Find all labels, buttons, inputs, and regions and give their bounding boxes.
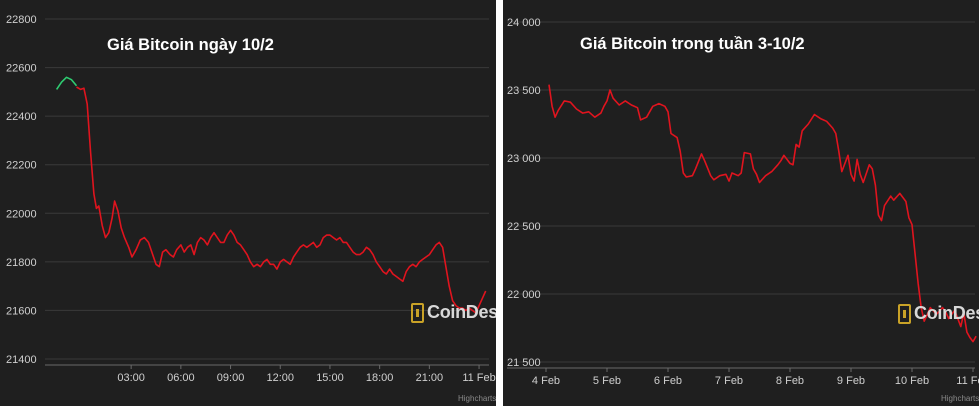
y-tick-label: 22000	[6, 208, 37, 220]
x-tick-label: 09:00	[217, 372, 245, 384]
coindesk-logo: CoinDesk	[411, 302, 508, 323]
y-tick-label: 21800	[6, 257, 37, 269]
price-line-series-0	[548, 84, 977, 343]
y-tick-label: 22 000	[507, 289, 541, 301]
price-line-series-1	[76, 86, 487, 314]
y-tick-label: 21 500	[507, 357, 541, 369]
coindesk-logo-icon-weekly	[898, 303, 911, 324]
x-tick-label: 12:00	[266, 372, 294, 384]
chart-panel-daily: 21400 21600 21800 22000 22200 22400 22600 22800…	[0, 0, 514, 406]
y-tick-label: 22400	[6, 111, 37, 123]
highcharts-credit: Highcharts.com	[458, 394, 514, 403]
x-tick-label: 6 Feb	[654, 375, 682, 387]
y-tick-label: 21400	[6, 354, 37, 366]
y-tick-label: 23 000	[507, 153, 541, 165]
price-line-series-0	[55, 76, 78, 90]
y-tick-label: 21600	[6, 305, 37, 317]
x-tick-label: 10 Feb	[895, 375, 929, 387]
chart-daily-plot: 21400 21600 21800 22000 22200 22400 22600 22800…	[6, 14, 496, 384]
panel-divider	[496, 0, 503, 406]
coindesk-logo-weekly: CoinDesk	[898, 303, 979, 324]
x-tick-label: 18:00	[366, 372, 394, 384]
chart-daily-title: Giá Bitcoin ngày 10/2	[107, 36, 274, 54]
coindesk-logo-text-weekly: CoinDesk	[914, 303, 979, 323]
chart-panel-weekly: 21 500 22 000 22 500 23 000 23 500 24 000 4 Fe…	[503, 0, 979, 406]
chart-weekly-plot: 21 500 22 000 22 500 23 000 23 500 24 000 4 Fe…	[507, 17, 979, 387]
x-tick-label: 11 Feb	[462, 372, 495, 384]
x-tick-label: 11 Feb	[956, 375, 979, 387]
highcharts-credit-weekly: Highcharts.com	[941, 394, 979, 403]
coindesk-logo-text: CoinDesk	[427, 302, 508, 322]
x-tick-label: 7 Feb	[715, 375, 743, 387]
x-tick-label: 9 Feb	[837, 375, 865, 387]
x-tick-label: 06:00	[167, 372, 195, 384]
chart-weekly-title: Giá Bitcoin trong tuần 3-10/2	[580, 35, 805, 53]
y-tick-label: 22200	[6, 160, 37, 172]
coindesk-logo-icon	[411, 302, 424, 323]
x-tick-label: 03:00	[117, 372, 145, 384]
x-tick-label: 4 Feb	[532, 375, 560, 387]
y-tick-label: 22600	[6, 63, 37, 75]
x-tick-label: 15:00	[316, 372, 344, 384]
y-tick-label: 24 000	[507, 17, 541, 29]
x-tick-label: 8 Feb	[776, 375, 804, 387]
x-tick-label: 21:00	[416, 372, 444, 384]
y-tick-label: 22800	[6, 14, 37, 26]
y-tick-label: 22 500	[507, 221, 541, 233]
y-tick-label: 23 500	[507, 85, 541, 97]
x-tick-label: 5 Feb	[593, 375, 621, 387]
